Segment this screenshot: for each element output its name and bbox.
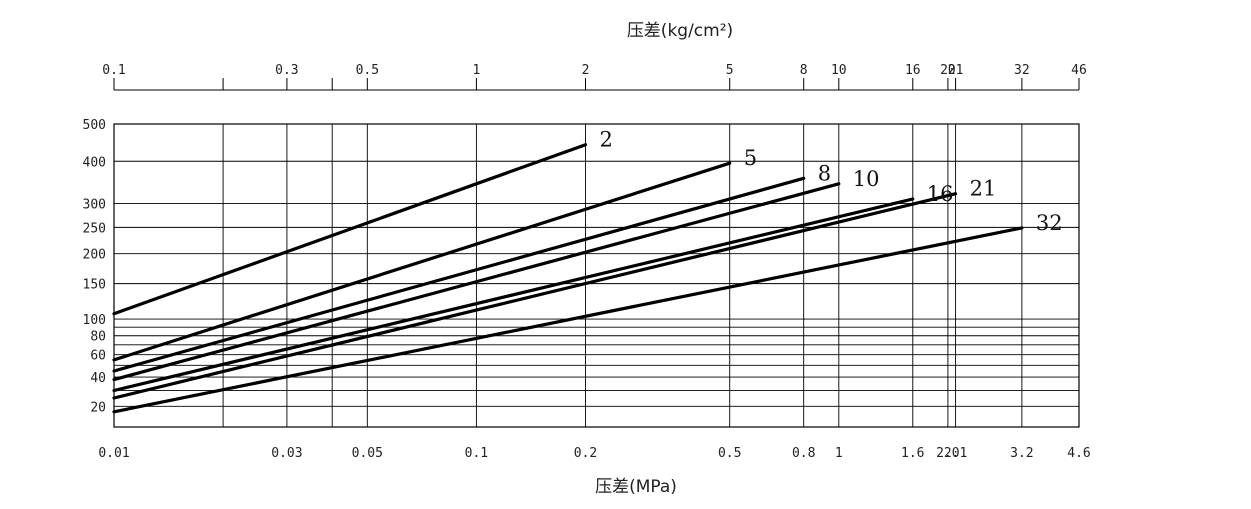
tick-labels: 20 40 60 80 100 150 200 250 300 400 500 0.01 0.03 0.0… bbox=[83, 63, 1091, 461]
top-tick-label: 10 bbox=[831, 63, 847, 78]
x-tick-label: 0.2 bbox=[574, 446, 597, 461]
top-tick-label: 46 bbox=[1071, 63, 1087, 78]
y-tick-label: 20 bbox=[90, 400, 106, 415]
x-tick-label: 2.0 bbox=[936, 446, 959, 461]
series-line-5 bbox=[112, 161, 732, 362]
top-tick-label: 32 bbox=[1014, 63, 1030, 78]
series-line-21 bbox=[112, 192, 958, 400]
x-tick-label: 0.8 bbox=[792, 446, 815, 461]
series-line-10 bbox=[112, 182, 841, 382]
x-tick-label: 0.01 bbox=[98, 446, 129, 461]
top-tick-label: 16 bbox=[905, 63, 921, 78]
top-tick-label: 20 bbox=[940, 63, 956, 78]
top-tick-label: 0.5 bbox=[356, 63, 379, 78]
y-tick-label: 200 bbox=[83, 248, 106, 263]
x-tick-label: 1 bbox=[835, 446, 843, 461]
top-tick-label: 0.3 bbox=[275, 63, 298, 78]
series-label-8: 8 bbox=[818, 161, 831, 185]
series-label-21: 21 bbox=[970, 177, 997, 201]
top-tick-label: 2 bbox=[582, 63, 590, 78]
x-tick-label: 4.6 bbox=[1067, 446, 1090, 461]
x-axis-title: 压差(MPa) bbox=[595, 477, 677, 497]
series-label-32: 32 bbox=[1036, 211, 1063, 235]
y-tick-label: 250 bbox=[83, 221, 106, 236]
y-tick-label: 400 bbox=[83, 155, 106, 170]
series-line-32 bbox=[112, 226, 1024, 414]
x-tick-label: 1.6 bbox=[901, 446, 924, 461]
series-label-2: 2 bbox=[600, 128, 613, 152]
y-tick-label: 80 bbox=[90, 330, 106, 345]
x-tick-label: 3.2 bbox=[1010, 446, 1033, 461]
series-line-16 bbox=[112, 197, 915, 393]
top-tick-label: 1 bbox=[472, 63, 480, 78]
series-label-10: 10 bbox=[853, 167, 880, 191]
y-tick-label: 40 bbox=[90, 371, 106, 386]
series-label-16: 16 bbox=[927, 182, 954, 206]
top-tick-label: 8 bbox=[800, 63, 808, 78]
y-tick-label: 300 bbox=[83, 198, 106, 213]
x-tick-label: 0.5 bbox=[718, 446, 741, 461]
x-tick-label: 0.05 bbox=[352, 446, 383, 461]
top-axis-title: 压差(kg/cm²) bbox=[627, 21, 733, 41]
series-line-2 bbox=[112, 143, 588, 316]
y-tick-label: 100 bbox=[83, 313, 106, 328]
series-lines bbox=[112, 143, 1024, 414]
top-axis bbox=[113, 78, 1080, 91]
top-tick-label: 21 bbox=[948, 63, 964, 78]
top-tick-label: 5 bbox=[726, 63, 734, 78]
top-tick-label: 0.1 bbox=[102, 63, 125, 78]
y-tick-label: 500 bbox=[83, 118, 106, 133]
x-tick-label: 2.1 bbox=[944, 446, 967, 461]
y-tick-label: 60 bbox=[90, 349, 106, 364]
x-tick-label: 0.03 bbox=[271, 446, 302, 461]
series-label-5: 5 bbox=[744, 146, 757, 170]
x-tick-label: 0.1 bbox=[465, 446, 488, 461]
series-line-8 bbox=[112, 176, 806, 373]
y-tick-label: 150 bbox=[83, 278, 106, 293]
